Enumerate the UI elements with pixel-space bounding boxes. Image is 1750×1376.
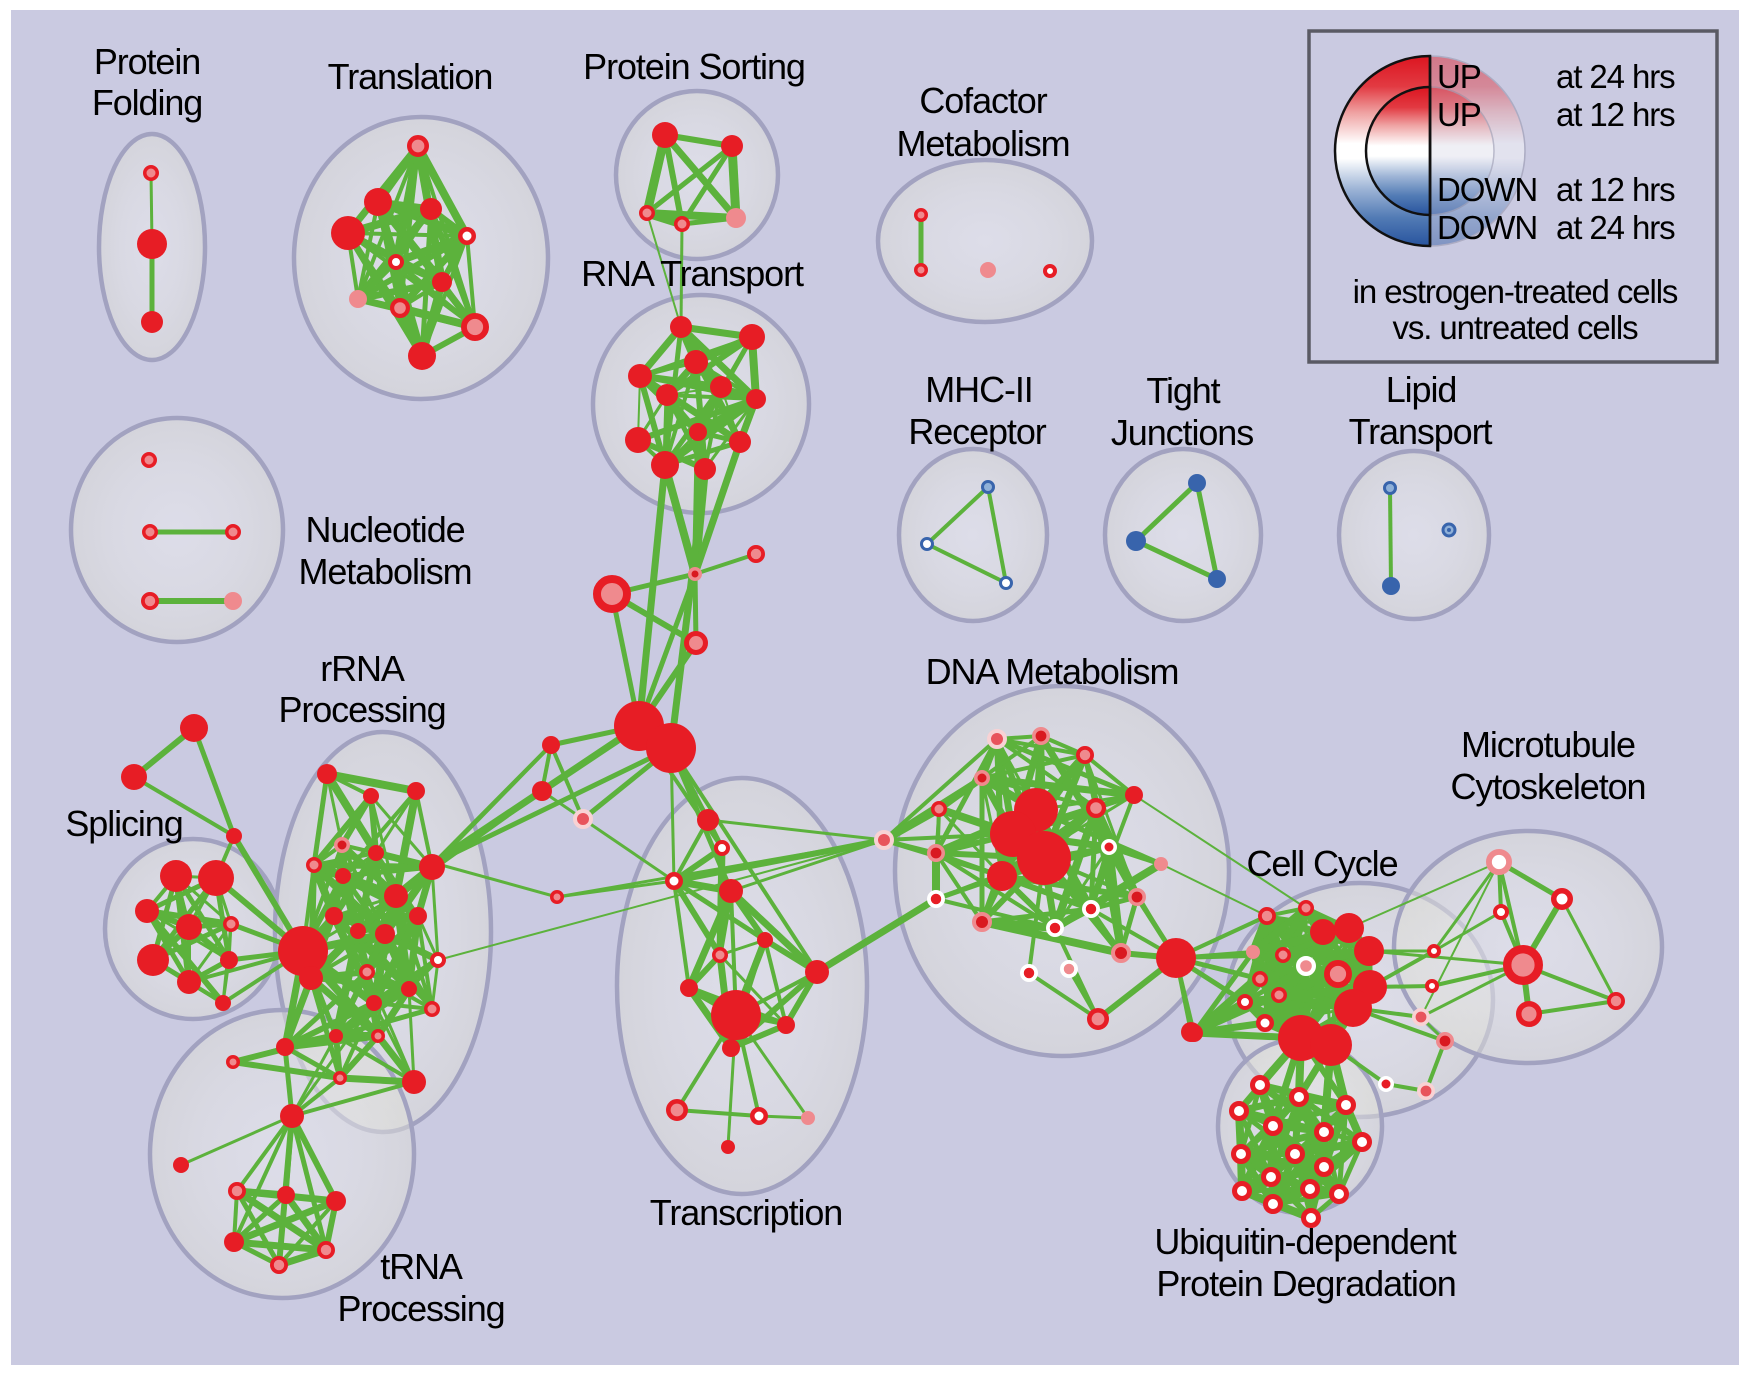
svg-text:Translation: Translation [328,56,493,97]
svg-text:tRNA: tRNA [380,1246,463,1287]
svg-text:Processing: Processing [337,1288,504,1329]
svg-text:Receptor: Receptor [908,411,1046,452]
svg-text:Tight: Tight [1146,370,1220,411]
svg-text:Metabolism: Metabolism [896,123,1069,164]
svg-text:DOWN: DOWN [1437,171,1537,208]
svg-text:Processing: Processing [278,689,445,730]
svg-text:vs. untreated cells: vs. untreated cells [1392,309,1638,346]
svg-text:Protein Degradation: Protein Degradation [1156,1263,1455,1304]
svg-text:Cytoskeleton: Cytoskeleton [1451,766,1646,807]
svg-text:DOWN: DOWN [1437,209,1537,246]
svg-text:in estrogen-treated cells: in estrogen-treated cells [1353,273,1678,310]
svg-text:Lipid: Lipid [1386,369,1457,410]
svg-text:Junctions: Junctions [1111,412,1253,453]
svg-text:DNA Metabolism: DNA Metabolism [926,651,1179,692]
svg-text:rRNA: rRNA [320,648,405,689]
svg-text:Folding: Folding [92,82,202,123]
svg-text:at 24 hrs: at 24 hrs [1556,209,1675,246]
svg-text:Cofactor: Cofactor [919,80,1047,121]
svg-text:Splicing: Splicing [65,803,182,844]
svg-text:Ubiquitin-dependent: Ubiquitin-dependent [1154,1221,1456,1262]
svg-text:Protein: Protein [94,41,200,82]
svg-text:UP: UP [1437,58,1481,95]
svg-text:MHC-II: MHC-II [925,369,1032,410]
svg-text:at 12 hrs: at 12 hrs [1556,96,1675,133]
svg-text:UP: UP [1437,96,1481,133]
svg-text:at 12 hrs: at 12 hrs [1556,171,1675,208]
svg-text:Transport: Transport [1349,411,1493,452]
svg-text:Transcription: Transcription [650,1192,842,1233]
svg-text:at 24 hrs: at 24 hrs [1556,58,1675,95]
svg-text:Nucleotide: Nucleotide [305,509,464,550]
svg-text:Protein Sorting: Protein Sorting [583,46,805,87]
svg-text:Metabolism: Metabolism [298,551,471,592]
svg-text:Cell Cycle: Cell Cycle [1246,843,1397,884]
svg-text:Microtubule: Microtubule [1461,724,1635,765]
svg-text:RNA Transport: RNA Transport [581,253,804,294]
